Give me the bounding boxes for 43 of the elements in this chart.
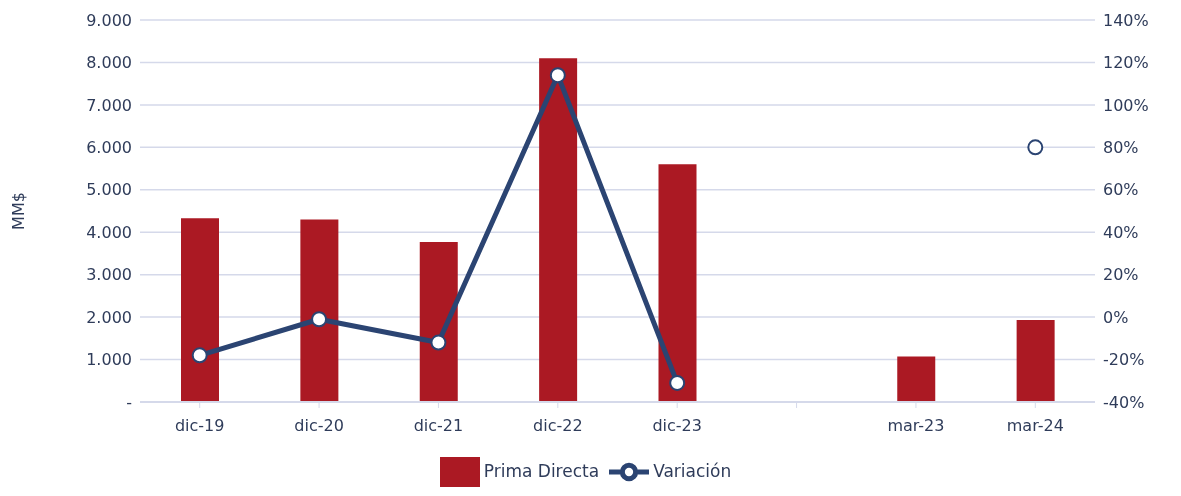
x-tick-label: dic-21 — [413, 416, 464, 436]
y-tick-label: 1.000 — [86, 350, 132, 370]
point — [311, 311, 328, 328]
y-tick-label: 4.000 — [86, 222, 132, 242]
x-tick-label: dic-19 — [174, 416, 225, 436]
y2-tick-label: 120% — [1103, 53, 1149, 73]
point — [1027, 139, 1044, 156]
x-tick-label: dic-23 — [652, 416, 702, 436]
y2-tick-label: -20% — [1103, 350, 1145, 370]
y-tick-label: - — [126, 392, 132, 412]
bar — [181, 218, 219, 402]
y-tick-label: 2.000 — [86, 307, 132, 327]
legend-label: Variación — [653, 461, 732, 481]
bar — [419, 241, 458, 402]
y-axis-title: MM$ — [8, 192, 28, 230]
x-tick-label: dic-20 — [294, 416, 344, 436]
y-tick-label: 3.000 — [86, 265, 132, 285]
y2-tick-label: 0% — [1103, 307, 1129, 327]
bar — [897, 356, 936, 402]
y2-tick-label: 20% — [1103, 265, 1139, 285]
y2-tick-label: 100% — [1103, 95, 1149, 115]
y2-tick-label: 140% — [1103, 10, 1149, 30]
y-tick-label: 5.000 — [86, 180, 132, 200]
y-tick-label: 8.000 — [86, 53, 132, 73]
point — [549, 67, 566, 84]
y-tick-label: 6.000 — [86, 138, 132, 158]
y-tick-label: 7.000 — [86, 95, 132, 115]
point — [669, 374, 686, 391]
x-tick-label: mar-24 — [1006, 416, 1064, 436]
legend-label: Prima Directa — [483, 461, 600, 481]
point — [191, 347, 208, 364]
y-tick-label: 9.000 — [86, 10, 132, 30]
bar — [539, 58, 578, 402]
point — [430, 334, 447, 351]
bar — [300, 219, 339, 402]
bar — [658, 164, 697, 402]
y2-tick-label: 60% — [1103, 180, 1139, 200]
bar — [1016, 320, 1055, 402]
y2-tick-label: 40% — [1103, 222, 1139, 242]
y2-tick-label: 80% — [1103, 138, 1139, 158]
x-tick-label: mar-23 — [887, 416, 945, 436]
x-tick-label: dic-22 — [533, 416, 583, 436]
y2-tick-label: -40% — [1103, 392, 1145, 412]
